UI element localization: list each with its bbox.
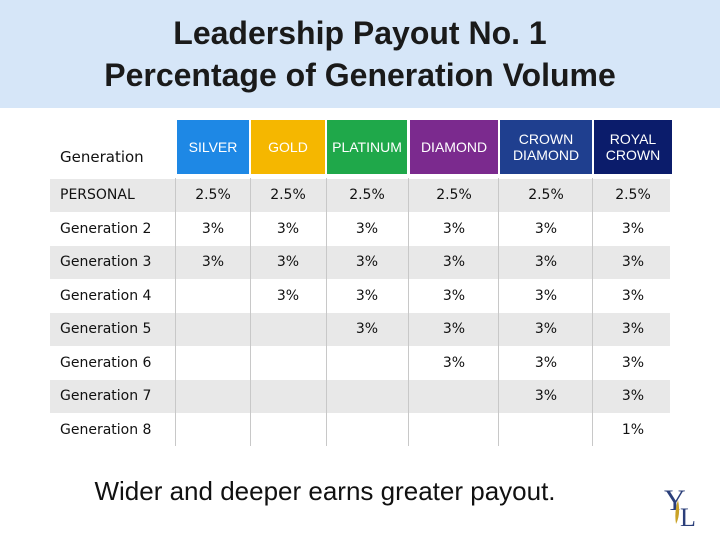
payout-cell — [500, 414, 592, 447]
payout-cell: 3% — [621, 220, 645, 237]
column-divider — [250, 178, 251, 446]
payout-cell — [327, 380, 407, 413]
payout-cell: 3% — [276, 254, 300, 270]
row-label: Generation 4 — [60, 287, 152, 304]
column-divider — [175, 178, 176, 446]
row-label: Generation 6 — [60, 354, 152, 371]
payout-cell: 3% — [355, 220, 379, 237]
table-row: Generation 4 3% 3% 3% 3% 3% — [50, 280, 670, 313]
payout-cell — [410, 414, 498, 447]
payout-cell: 3% — [534, 354, 558, 371]
row-label: PERSONAL — [60, 187, 135, 203]
payout-cell — [327, 414, 407, 447]
column-divider — [408, 178, 409, 446]
payout-cell: 3% — [621, 254, 645, 270]
payout-cell — [177, 280, 249, 313]
payout-cell: 3% — [442, 220, 466, 237]
payout-cell: 3% — [355, 254, 379, 270]
title-band — [0, 0, 720, 108]
payout-cell: 3% — [355, 321, 379, 337]
payout-cell: 3% — [621, 354, 645, 371]
column-divider — [326, 178, 327, 446]
payout-cell — [410, 380, 498, 413]
payout-cell — [327, 347, 407, 380]
rank-header-royal-crown: ROYAL CROWN — [594, 120, 672, 174]
payout-cell: 3% — [534, 321, 558, 337]
payout-cell: 2.5% — [528, 187, 564, 203]
payout-cell: 3% — [534, 287, 558, 304]
payout-cell: 3% — [442, 287, 466, 304]
column-divider — [498, 178, 499, 446]
payout-cell — [177, 414, 249, 447]
table-row: Generation 2 3% 3% 3% 3% 3% 3% — [50, 213, 670, 246]
row-label: Generation 5 — [60, 321, 152, 337]
payout-cell — [177, 313, 249, 346]
rank-header-silver: SILVER — [177, 120, 249, 174]
payout-cell: 3% — [355, 287, 379, 304]
row-label: Generation 7 — [60, 388, 152, 404]
table-row: Generation 3 3% 3% 3% 3% 3% 3% — [50, 246, 670, 279]
payout-cell — [177, 347, 249, 380]
payout-cell: 3% — [201, 254, 225, 270]
payout-cell — [251, 380, 325, 413]
table-row: Generation 6 3% 3% 3% — [50, 347, 670, 380]
payout-cell — [251, 313, 325, 346]
payout-cell: 2.5% — [195, 187, 231, 203]
rank-header-gold: GOLD — [251, 120, 325, 174]
young-living-logo-icon: Y L — [664, 484, 696, 530]
rank-header-crown-diamond: CROWN DIAMOND — [500, 120, 592, 174]
payout-cell: 3% — [621, 321, 645, 337]
title-line-2: Percentage of Generation Volume — [104, 57, 616, 93]
payout-cell: 2.5% — [270, 187, 306, 203]
payout-cell: 3% — [442, 254, 466, 270]
payout-cell: 3% — [534, 254, 558, 270]
generation-column-header: Generation — [60, 148, 144, 166]
payout-cell — [177, 380, 249, 413]
page-title: Leadership Payout No. 1 Percentage of Ge… — [0, 12, 720, 96]
table-row: Generation 7 3% 3% — [50, 380, 670, 413]
payout-cell: 3% — [276, 287, 300, 304]
payout-cell: 3% — [534, 220, 558, 237]
row-label: Generation 2 — [60, 220, 152, 237]
logo-leaf-icon — [675, 500, 680, 524]
table-row: Generation 5 3% 3% 3% 3% — [50, 313, 670, 346]
payout-cell: 3% — [442, 321, 466, 337]
table-row: Generation 8 1% — [50, 414, 670, 447]
rank-header-diamond: DIAMOND — [410, 120, 498, 174]
column-divider — [592, 178, 593, 446]
payout-cell: 1% — [621, 421, 645, 438]
payout-cell: 3% — [534, 388, 558, 404]
payout-cell: 2.5% — [349, 187, 385, 203]
rank-header-platinum: PLATINUM — [327, 120, 407, 174]
table-row: PERSONAL 2.5% 2.5% 2.5% 2.5% 2.5% 2.5% — [50, 179, 670, 212]
row-label: Generation 3 — [60, 254, 152, 270]
payout-cell — [251, 347, 325, 380]
payout-cell: 3% — [621, 287, 645, 304]
payout-cell: 3% — [621, 388, 645, 404]
logo-letter-y: Y — [664, 484, 686, 517]
logo-letter-l: L — [680, 503, 696, 530]
payout-cell: 2.5% — [615, 187, 651, 203]
payout-cell — [251, 414, 325, 447]
footer-text: Wider and deeper earns greater payout. — [94, 476, 556, 506]
payout-cell: 3% — [276, 220, 300, 237]
payout-cell: 3% — [201, 220, 225, 237]
payout-cell: 3% — [442, 354, 466, 371]
row-label: Generation 8 — [60, 421, 152, 438]
title-line-1: Leadership Payout No. 1 — [173, 15, 547, 51]
payout-cell: 2.5% — [436, 187, 472, 203]
